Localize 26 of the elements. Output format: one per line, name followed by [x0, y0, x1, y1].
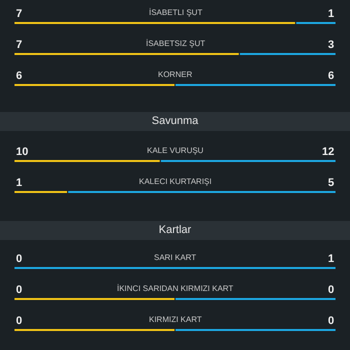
data-label: 7: [16, 39, 22, 51]
category-label: KALE VURUŞU: [147, 146, 204, 155]
text: Savunma: [0, 112, 350, 131]
data-label: 12: [322, 146, 334, 158]
category-label: KALECI KURTARIŞI: [139, 177, 212, 186]
data-label: 1: [16, 177, 22, 189]
data-label: 1: [328, 253, 334, 265]
data-label: 0: [16, 253, 22, 265]
category-label: İSABETSIZ ŞUT: [146, 39, 206, 48]
data-label: 3: [328, 39, 334, 51]
category-label: SARI KART: [154, 253, 196, 262]
data-label: 6: [16, 70, 22, 82]
data-label: 6: [328, 70, 334, 82]
data-label: 0: [328, 315, 334, 327]
data-label: 10: [16, 146, 28, 158]
text: Kartlar: [0, 221, 350, 240]
data-label: 0: [328, 284, 334, 296]
data-label: 1: [328, 8, 334, 20]
data-label: 5: [328, 177, 334, 189]
data-label: 7: [16, 8, 22, 20]
category-label: İSABETLI ŞUT: [149, 8, 202, 17]
data-label: 0: [16, 315, 22, 327]
category-label: KIRMIZI KART: [149, 315, 202, 324]
category-label: İKINCI SARIDAN KIRMIZI KART: [117, 284, 234, 293]
category-label: KORNER: [158, 70, 192, 79]
data-label: 0: [16, 284, 22, 296]
